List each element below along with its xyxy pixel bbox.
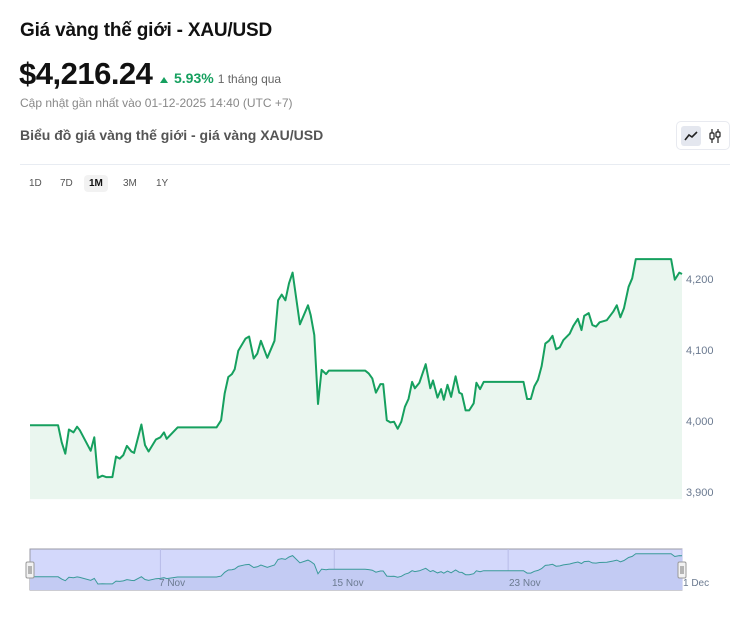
range-3m[interactable]: 3M <box>123 178 137 189</box>
range-1y[interactable]: 1Y <box>156 178 169 189</box>
navigator-tick-label: 23 Nov <box>509 578 541 589</box>
area-fill <box>30 259 682 500</box>
navigator-line <box>30 553 683 585</box>
line-chart-button[interactable] <box>681 126 701 146</box>
range-1m[interactable]: 1M <box>84 175 108 192</box>
y-tick-label: 4,100 <box>686 345 714 357</box>
page-title: Giá vàng thế giới - XAU/USD <box>20 20 272 41</box>
chart-title: Biểu đồ giá vàng thế giới - giá vàng XAU… <box>20 127 324 143</box>
navigator-handle-right[interactable] <box>677 561 687 579</box>
navigator-tick-label: 7 Nov <box>159 578 185 589</box>
divider <box>20 164 730 165</box>
current-price: $4,216.24 <box>19 56 153 91</box>
y-tick-label: 4,200 <box>686 274 714 286</box>
navigator-area <box>30 553 682 590</box>
main-plot <box>29 258 683 500</box>
navigator-tick-label: 15 Nov <box>332 578 364 589</box>
y-axis: 4,200 4,100 4,000 3,900 <box>686 274 714 499</box>
candlestick-button[interactable] <box>705 126 725 146</box>
price-change: 5.93% 1 tháng qua <box>160 70 281 86</box>
price-line <box>30 258 683 479</box>
navigator-labels: 7 Nov 15 Nov 23 Nov 1 Dec <box>159 578 709 589</box>
navigator-tick-label: 1 Dec <box>683 578 709 589</box>
y-tick-label: 4,000 <box>686 416 714 428</box>
range-7d[interactable]: 7D <box>60 178 73 189</box>
navigator[interactable] <box>25 548 687 591</box>
candlestick-icon <box>709 129 721 143</box>
navigator-handle-left[interactable] <box>25 561 35 579</box>
change-percent: 5.93% <box>174 70 214 86</box>
line-chart-icon <box>684 131 698 141</box>
chart-type-toggle <box>676 121 730 150</box>
up-triangle-icon <box>160 77 168 83</box>
range-1d[interactable]: 1D <box>29 178 42 189</box>
last-updated: Cập nhật gần nhất vào 01-12-2025 14:40 (… <box>20 96 293 110</box>
y-tick-label: 3,900 <box>686 487 714 499</box>
change-period: 1 tháng qua <box>217 72 282 86</box>
